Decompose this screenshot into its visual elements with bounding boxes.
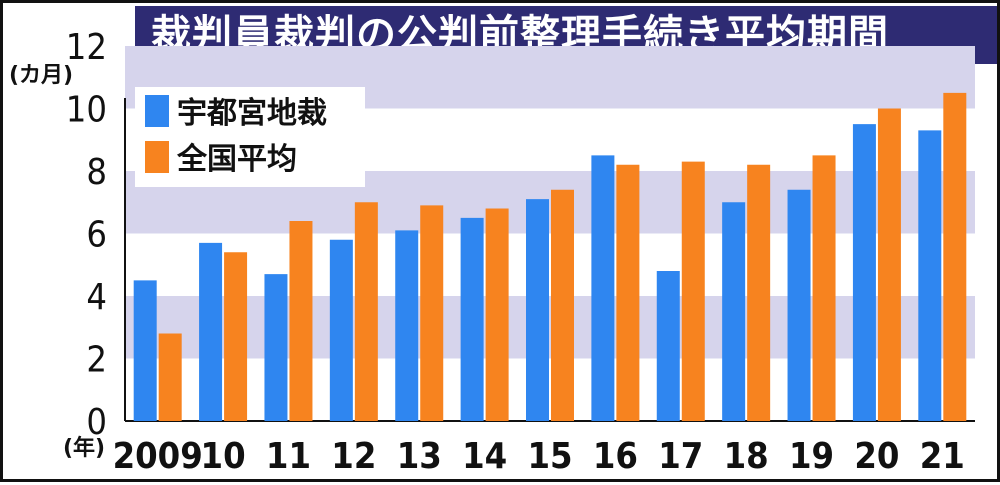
bar-utsunomiya-10	[199, 242, 223, 421]
legend-swatch	[145, 141, 169, 173]
y-tick-label: 0	[86, 402, 107, 443]
bar-utsunomiya-11	[264, 274, 288, 421]
bar-national-13	[420, 205, 444, 421]
bar-utsunomiya-18	[722, 202, 746, 421]
y-axis-unit: (カ月)	[9, 63, 73, 88]
bars	[133, 92, 967, 421]
bar-utsunomiya-20	[852, 124, 876, 421]
legend-swatch	[145, 95, 169, 127]
x-tick-label: 2009	[113, 436, 203, 477]
x-tick-label: 10	[201, 436, 246, 477]
bar-utsunomiya-17	[656, 271, 680, 421]
x-axis-unit: (年)	[63, 435, 105, 461]
bar-national-18	[747, 164, 771, 421]
bar-utsunomiya-19	[787, 189, 811, 421]
x-tick-label: 15	[527, 436, 572, 477]
bar-utsunomiya-16	[591, 155, 615, 421]
grid-band	[125, 296, 975, 359]
y-tick-label: 2	[86, 340, 107, 381]
x-tick-label: 11	[266, 436, 311, 477]
x-tick-label: 19	[789, 436, 834, 477]
legend-label: 宇都宮地裁	[177, 96, 327, 131]
bar-utsunomiya-12	[329, 239, 353, 421]
legend-label: 全国平均	[176, 142, 297, 177]
x-tick-label: 12	[331, 436, 376, 477]
bar-national-2009	[158, 333, 182, 421]
x-tick-label: 13	[397, 436, 442, 477]
bar-national-16	[616, 164, 640, 421]
bar-utsunomiya-14	[460, 217, 484, 421]
bar-national-10	[224, 252, 248, 421]
x-tick-label: 21	[920, 436, 965, 477]
y-tick-label: 6	[86, 215, 107, 256]
bar-national-20	[877, 108, 901, 421]
y-tick-label: 8	[86, 152, 107, 193]
legend-box	[135, 87, 365, 187]
bar-utsunomiya-21	[918, 130, 942, 421]
x-tick-label: 18	[724, 436, 769, 477]
bar-national-21	[943, 92, 967, 421]
y-tick-label: 4	[86, 277, 107, 318]
y-tick-label: 10	[66, 90, 107, 131]
x-tick-label: 20	[854, 436, 899, 477]
bar-national-17	[681, 161, 705, 421]
bar-national-12	[354, 202, 378, 421]
bar-utsunomiya-15	[526, 199, 549, 421]
bar-national-19	[812, 155, 836, 421]
bar-national-14	[485, 208, 509, 421]
bar-national-15	[551, 189, 574, 421]
x-tick-label: 14	[462, 436, 507, 477]
bar-national-11	[289, 221, 313, 421]
bar-utsunomiya-2009	[133, 280, 157, 421]
x-tick-label: 16	[593, 436, 638, 477]
bar-utsunomiya-13	[395, 230, 419, 421]
y-tick-labels: 0 2 4 6 8 10 12	[66, 27, 107, 443]
y-tick-label: 12	[66, 27, 107, 68]
x-tick-label: 17	[658, 436, 703, 477]
